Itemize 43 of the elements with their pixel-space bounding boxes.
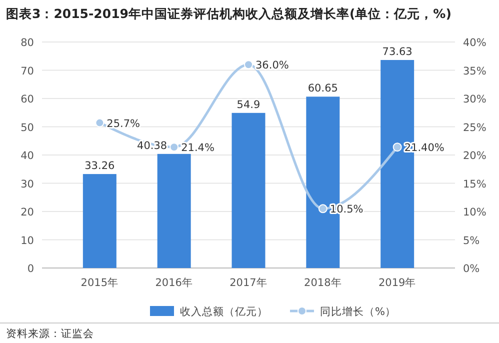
y2-tick-label: 10% — [463, 206, 486, 218]
chart-title: 图表3：2015-2019年中国证券评估机构收入总额及增长率(单位：亿元，%) — [6, 6, 452, 21]
data-label: 60.65 — [308, 82, 338, 95]
y2-tick-label: 35% — [463, 65, 486, 78]
bar — [232, 112, 266, 268]
y2-tick-label: 25% — [463, 122, 486, 134]
y-tick-label: 50 — [20, 122, 34, 134]
data-label: 33.26 — [84, 160, 116, 172]
y-tick-label: 30 — [20, 178, 34, 190]
point — [318, 204, 328, 214]
y2-tick-label: 0% — [463, 263, 480, 275]
data-label: 21.4% — [181, 142, 214, 154]
text: 资料来源：证监会 — [6, 327, 94, 340]
point — [244, 60, 253, 70]
y-tick-label: 60 — [20, 94, 34, 106]
bar — [157, 154, 191, 268]
point — [170, 142, 179, 152]
data-label: 36.0% — [256, 60, 289, 72]
x-tick-label: 2016年 — [155, 277, 193, 289]
y-tick-label: 70 — [20, 65, 34, 78]
y2-tick-label: 40% — [463, 37, 486, 49]
y-tick-label: 10 — [20, 234, 34, 247]
y2-tick-label: 15% — [463, 178, 486, 190]
y-tick-label: 80 — [20, 37, 34, 49]
y2-tick-label: 20% — [463, 150, 486, 162]
data-label: 40.38 — [137, 140, 168, 152]
y-tick-label: 40 — [20, 150, 34, 162]
data-label: 25.7% — [106, 118, 140, 130]
x-tick-label: 2018年 — [304, 277, 342, 289]
bar — [82, 174, 116, 268]
x-tick-label: 2019年 — [378, 277, 416, 289]
legend-label: 收入总额（亿元） — [180, 305, 268, 318]
y2-tick-label: 5% — [463, 234, 480, 247]
y2-tick-label: 30% — [463, 94, 486, 106]
y-tick-label: 20 — [20, 206, 34, 218]
point — [392, 142, 402, 152]
x-tick-label: 2017年 — [230, 277, 268, 289]
point — [95, 118, 104, 128]
legend-label: 同比增长（%） — [320, 305, 396, 318]
data-label: 54.9 — [236, 98, 260, 111]
x-tick-label: 2015年 — [80, 277, 119, 289]
data-label: 73.63 — [382, 46, 412, 58]
y-tick-label: 0 — [27, 263, 34, 275]
